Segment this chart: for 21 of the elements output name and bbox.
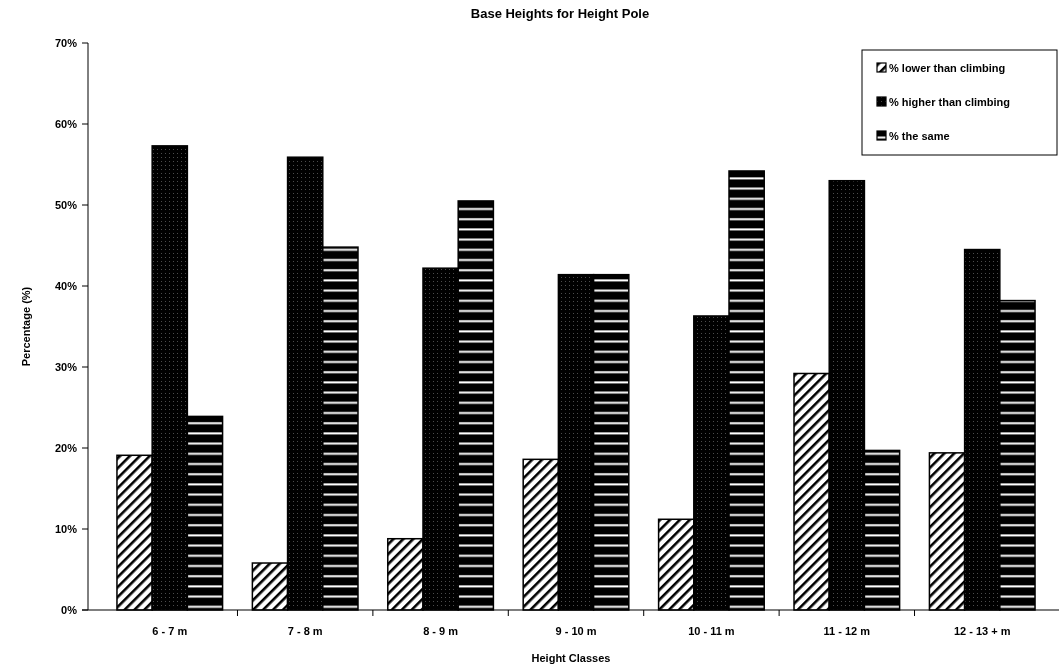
x-tick-label: 8 - 9 m [423, 625, 459, 637]
y-axis-title: Percentage (%) [20, 286, 32, 367]
x-tick-label: 9 - 10 m [555, 625, 597, 637]
x-tick-label: 7 - 8 m [287, 625, 323, 637]
chart-title: Base Heights for Height Pole [470, 6, 650, 21]
x-axis-title: Height Classes [531, 652, 611, 664]
y-tick-label: 60% [54, 118, 78, 130]
y-tick-label: 50% [54, 199, 78, 211]
legend-label: % higher than climbing [889, 96, 1011, 108]
y-tick-label: 20% [54, 442, 78, 454]
y-tick-label: 0% [61, 604, 78, 616]
x-tick-label: 11 - 12 m [823, 625, 871, 637]
y-tick-label: 40% [54, 280, 78, 292]
x-tick-label: 12 - 13 + m [953, 625, 1011, 637]
y-tick-label: 30% [54, 361, 78, 373]
y-tick-label: 10% [54, 523, 78, 535]
x-tick-label: 6 - 7 m [152, 625, 188, 637]
legend-label: % the same [889, 130, 950, 142]
y-tick-label: 70% [54, 37, 78, 49]
legend-label: % lower than climbing [889, 62, 1006, 74]
x-tick-label: 10 - 11 m [688, 625, 735, 637]
